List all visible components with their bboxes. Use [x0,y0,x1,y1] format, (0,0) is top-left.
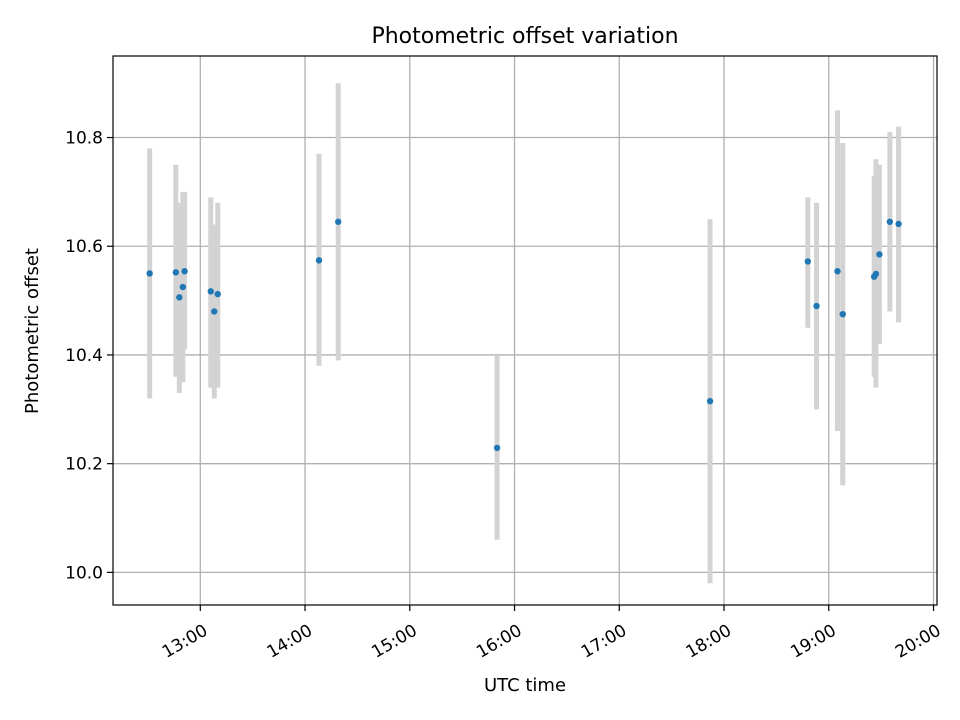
data-point [839,310,846,318]
plot-frame [112,55,938,606]
chart-title: Photometric offset variation [371,24,678,49]
data-point [179,283,187,291]
y-tick-label: 10.6 [65,237,103,257]
data-points [146,218,902,452]
data-point [834,268,841,275]
y-tick-label: 10.4 [65,346,103,366]
data-point [493,444,501,452]
y-axis-ticks: 10.0 10.2 10.4 10.6 10.8 [65,129,113,583]
data-point [872,270,880,278]
data-point [207,288,214,295]
x-axis-label: UTC time [484,675,566,696]
data-point [181,268,188,275]
y-tick-label: 10.8 [65,129,103,149]
y-tick-label: 10.2 [65,455,103,475]
data-point [172,269,180,276]
data-point [886,218,894,225]
data-point [214,290,221,298]
data-point [335,218,342,225]
data-point [895,220,902,228]
data-point [813,302,820,310]
data-point [211,308,218,315]
data-point [176,294,183,301]
data-point [876,251,883,258]
data-point [315,257,323,264]
y-tick-label: 10.0 [65,563,103,583]
data-point [706,397,714,405]
data-point [804,258,812,265]
grid [113,56,937,605]
data-point [146,270,153,277]
y-axis-label: Photometric offset [22,248,43,414]
